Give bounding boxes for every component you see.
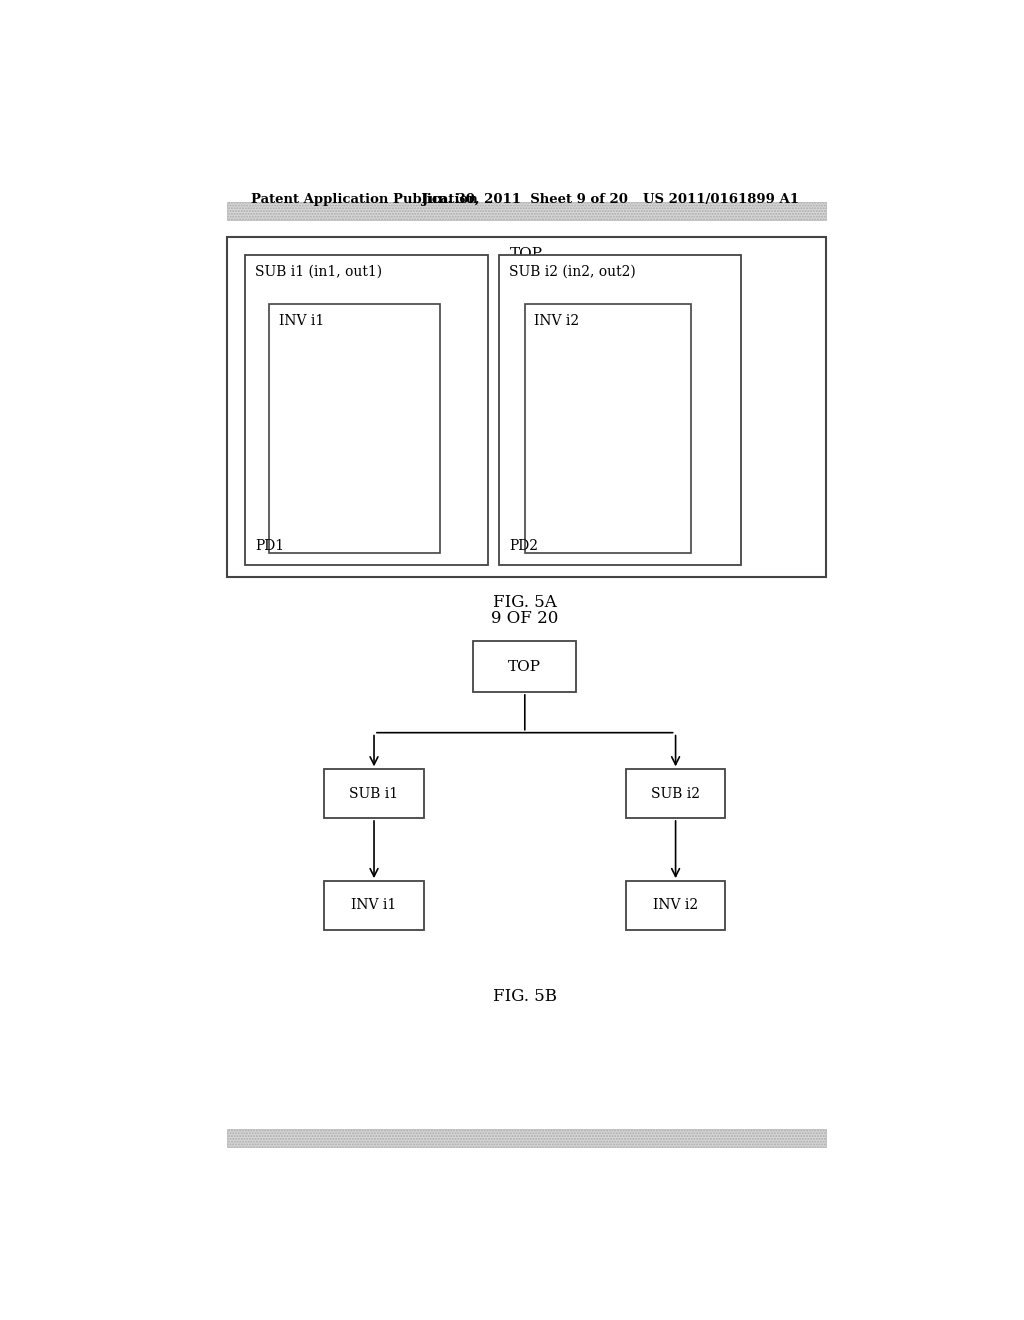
Text: US 2011/0161899 A1: US 2011/0161899 A1 [643,193,799,206]
Text: Jun. 30, 2011  Sheet 9 of 20: Jun. 30, 2011 Sheet 9 of 20 [422,193,628,206]
FancyBboxPatch shape [626,880,725,929]
Text: FIG. 5B: FIG. 5B [493,989,557,1006]
Text: PD2: PD2 [509,539,538,553]
FancyBboxPatch shape [227,236,826,577]
Text: INV i2: INV i2 [535,314,580,327]
FancyBboxPatch shape [227,1129,826,1147]
Text: INV i2: INV i2 [653,899,698,912]
Text: SUB i2: SUB i2 [651,787,700,801]
Text: SUB i1 (in1, out1): SUB i1 (in1, out1) [255,265,382,279]
FancyBboxPatch shape [227,202,826,220]
Text: FIG. 5A: FIG. 5A [493,594,557,611]
Text: Patent Application Publication: Patent Application Publication [251,193,478,206]
FancyBboxPatch shape [246,255,487,565]
FancyBboxPatch shape [325,770,424,818]
Text: 9 OF 20: 9 OF 20 [492,610,558,627]
FancyBboxPatch shape [473,642,577,692]
FancyBboxPatch shape [524,304,691,553]
Text: PD1: PD1 [255,539,284,553]
Text: SUB i1: SUB i1 [349,787,398,801]
Text: INV i1: INV i1 [279,314,324,327]
Text: TOP: TOP [510,247,544,261]
FancyBboxPatch shape [269,304,440,553]
Text: TOP: TOP [508,660,542,673]
Text: SUB i2 (in2, out2): SUB i2 (in2, out2) [509,265,636,279]
FancyBboxPatch shape [325,880,424,929]
FancyBboxPatch shape [626,770,725,818]
Text: INV i1: INV i1 [351,899,396,912]
FancyBboxPatch shape [500,255,741,565]
